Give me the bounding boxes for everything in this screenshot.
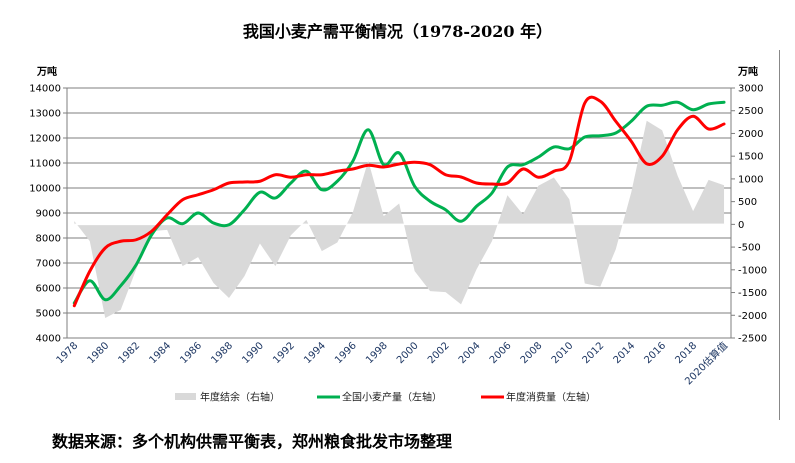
left-tick-label: 8000 xyxy=(36,234,61,245)
right-tick-label: 500 xyxy=(738,197,757,208)
left-axis-unit: 万吨 xyxy=(36,65,57,78)
x-tick-label: 1988 xyxy=(209,340,235,366)
left-tick-label: 10000 xyxy=(29,184,61,195)
left-tick-label: 7000 xyxy=(36,259,61,270)
right-axis-unit: 万吨 xyxy=(737,65,758,78)
right-tick-label: 1500 xyxy=(738,152,763,163)
x-tick-label: 2014 xyxy=(612,340,638,366)
right-tick-label: -500 xyxy=(738,243,761,254)
right-tick-label: 2500 xyxy=(738,106,763,117)
x-tick-label: 1990 xyxy=(240,340,266,366)
left-tick-label: 4000 xyxy=(36,334,61,345)
x-tick-label: 2002 xyxy=(426,340,452,366)
x-tick-label: 1994 xyxy=(302,340,328,366)
legend-label-production: 全国小麦产量（左轴） xyxy=(342,391,442,404)
legend-swatch-surplus xyxy=(175,393,196,400)
chart-frame xyxy=(12,50,780,420)
x-tick-label: 2000 xyxy=(395,340,421,366)
surplus-area xyxy=(74,120,725,319)
x-tick-label: 1992 xyxy=(271,340,297,366)
x-tick-label: 1984 xyxy=(147,340,173,366)
source-note: 数据来源：多个机构供需平衡表，郑州粮食批发市场整理 xyxy=(52,432,453,451)
left-tick-label: 14000 xyxy=(29,84,61,95)
right-tick-label: 2000 xyxy=(738,129,763,140)
x-tick-label: 2018 xyxy=(673,340,699,366)
x-tick-label: 2010 xyxy=(550,340,576,366)
x-tick-label: 2006 xyxy=(488,340,514,366)
x-tick-label: 2004 xyxy=(457,340,483,366)
left-tick-label: 11000 xyxy=(29,159,61,170)
right-tick-label: -1500 xyxy=(738,288,767,299)
x-tick-label: 1996 xyxy=(333,340,359,366)
right-tick-label: 0 xyxy=(738,220,744,231)
x-tick-label: 2012 xyxy=(581,340,607,366)
right-tick-label: 3000 xyxy=(738,84,763,95)
left-tick-label: 12000 xyxy=(29,134,61,145)
legend-label-surplus: 年度结余（右轴） xyxy=(200,391,280,404)
consumption-line xyxy=(72,95,726,308)
left-tick-label: 5000 xyxy=(36,309,61,320)
x-tick-label: 1998 xyxy=(364,340,390,366)
right-tick-label: 1000 xyxy=(738,174,763,185)
right-tick-label: -2500 xyxy=(738,334,767,345)
x-tick-label: 1986 xyxy=(178,340,204,366)
left-tick-label: 9000 xyxy=(36,209,61,220)
right-tick-label: -2000 xyxy=(738,311,767,322)
legend-label-consumption: 年度消费量（左轴） xyxy=(506,391,596,404)
x-tick-label: 1980 xyxy=(86,340,112,366)
x-tick-label: 1982 xyxy=(117,340,143,366)
x-tick-label: 2016 xyxy=(643,340,669,366)
x-tick-label: 2008 xyxy=(519,340,545,366)
chart-title: 我国小麦产需平衡情况（1978-2020 年） xyxy=(242,22,553,41)
left-tick-label: 6000 xyxy=(36,284,61,295)
left-tick-label: 13000 xyxy=(29,109,61,120)
right-tick-label: -1000 xyxy=(738,265,767,276)
production-line xyxy=(72,100,726,305)
